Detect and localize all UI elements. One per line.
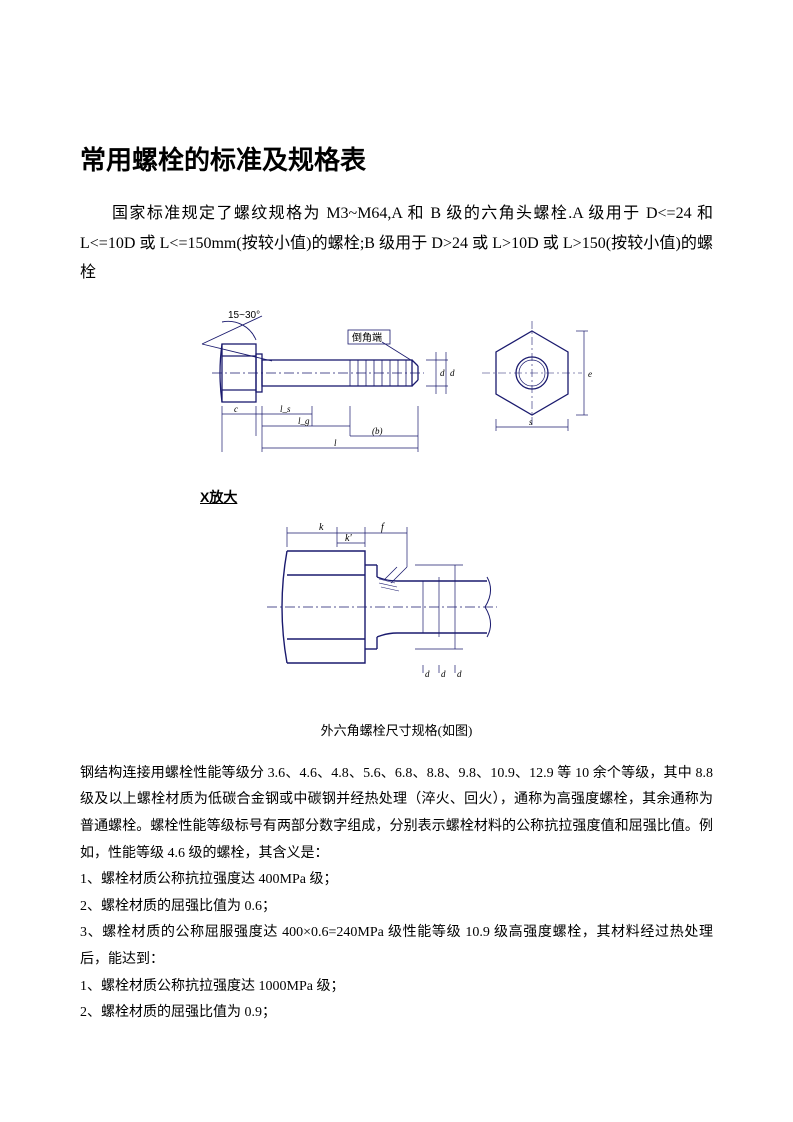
main-paragraph: 钢结构连接用螺栓性能等级分 3.6、4.6、4.8、5.6、6.8、8.8、9.… bbox=[80, 761, 713, 867]
svg-text:e: e bbox=[588, 369, 592, 379]
chamfer-label: 倒角端 bbox=[352, 331, 382, 344]
angle-label: 15~30° bbox=[228, 310, 260, 321]
svg-text:k: k bbox=[319, 522, 324, 533]
list1-item-2: 3、螺栓材质的公称屈服强度达 400×0.6=240MPa 级性能等级 10.9… bbox=[80, 920, 713, 973]
list1-item-1: 2、螺栓材质的屈强比值为 0.6； bbox=[80, 894, 713, 921]
svg-text:c: c bbox=[234, 404, 238, 414]
enlarge-label: X放大 bbox=[200, 487, 237, 507]
svg-text:d: d bbox=[441, 669, 446, 679]
svg-text:d: d bbox=[457, 669, 462, 679]
svg-text:l: l bbox=[334, 438, 337, 448]
diagram-caption: 外六角螺栓尺寸规格(如图) bbox=[80, 720, 713, 739]
svg-text:l_s: l_s bbox=[280, 404, 291, 414]
bolt-diagram-enlarged: k k' f d d d bbox=[80, 517, 713, 702]
svg-text:k': k' bbox=[345, 533, 352, 544]
body-text-block: 钢结构连接用螺栓性能等级分 3.6、4.6、4.8、5.6、6.8、8.8、9.… bbox=[80, 761, 713, 1027]
list1-item-0: 1、螺栓材质公称抗拉强度达 400MPa 级； bbox=[80, 867, 713, 894]
page-title: 常用螺栓的标准及规格表 bbox=[80, 140, 713, 177]
svg-text:(b): (b) bbox=[372, 426, 383, 436]
bolt-diagram-top: 15~30° bbox=[80, 306, 713, 471]
bolt-side-and-hex-svg: 15~30° bbox=[162, 306, 632, 466]
svg-text:l_g: l_g bbox=[298, 416, 310, 426]
list2-item-0: 1、螺栓材质公称抗拉强度达 1000MPa 级； bbox=[80, 974, 713, 1001]
svg-text:d: d bbox=[440, 368, 445, 378]
svg-text:f: f bbox=[381, 522, 385, 533]
bolt-head-detail-svg: k k' f d d d bbox=[247, 517, 547, 697]
intro-paragraph: 国家标准规定了螺纹规格为 M3~M64,A 和 B 级的六角头螺栓.A 级用于 … bbox=[80, 199, 713, 288]
svg-text:d: d bbox=[450, 368, 455, 378]
list2-item-1: 2、螺栓材质的屈强比值为 0.9； bbox=[80, 1000, 713, 1027]
svg-text:s: s bbox=[529, 417, 533, 427]
svg-text:d: d bbox=[425, 669, 430, 679]
